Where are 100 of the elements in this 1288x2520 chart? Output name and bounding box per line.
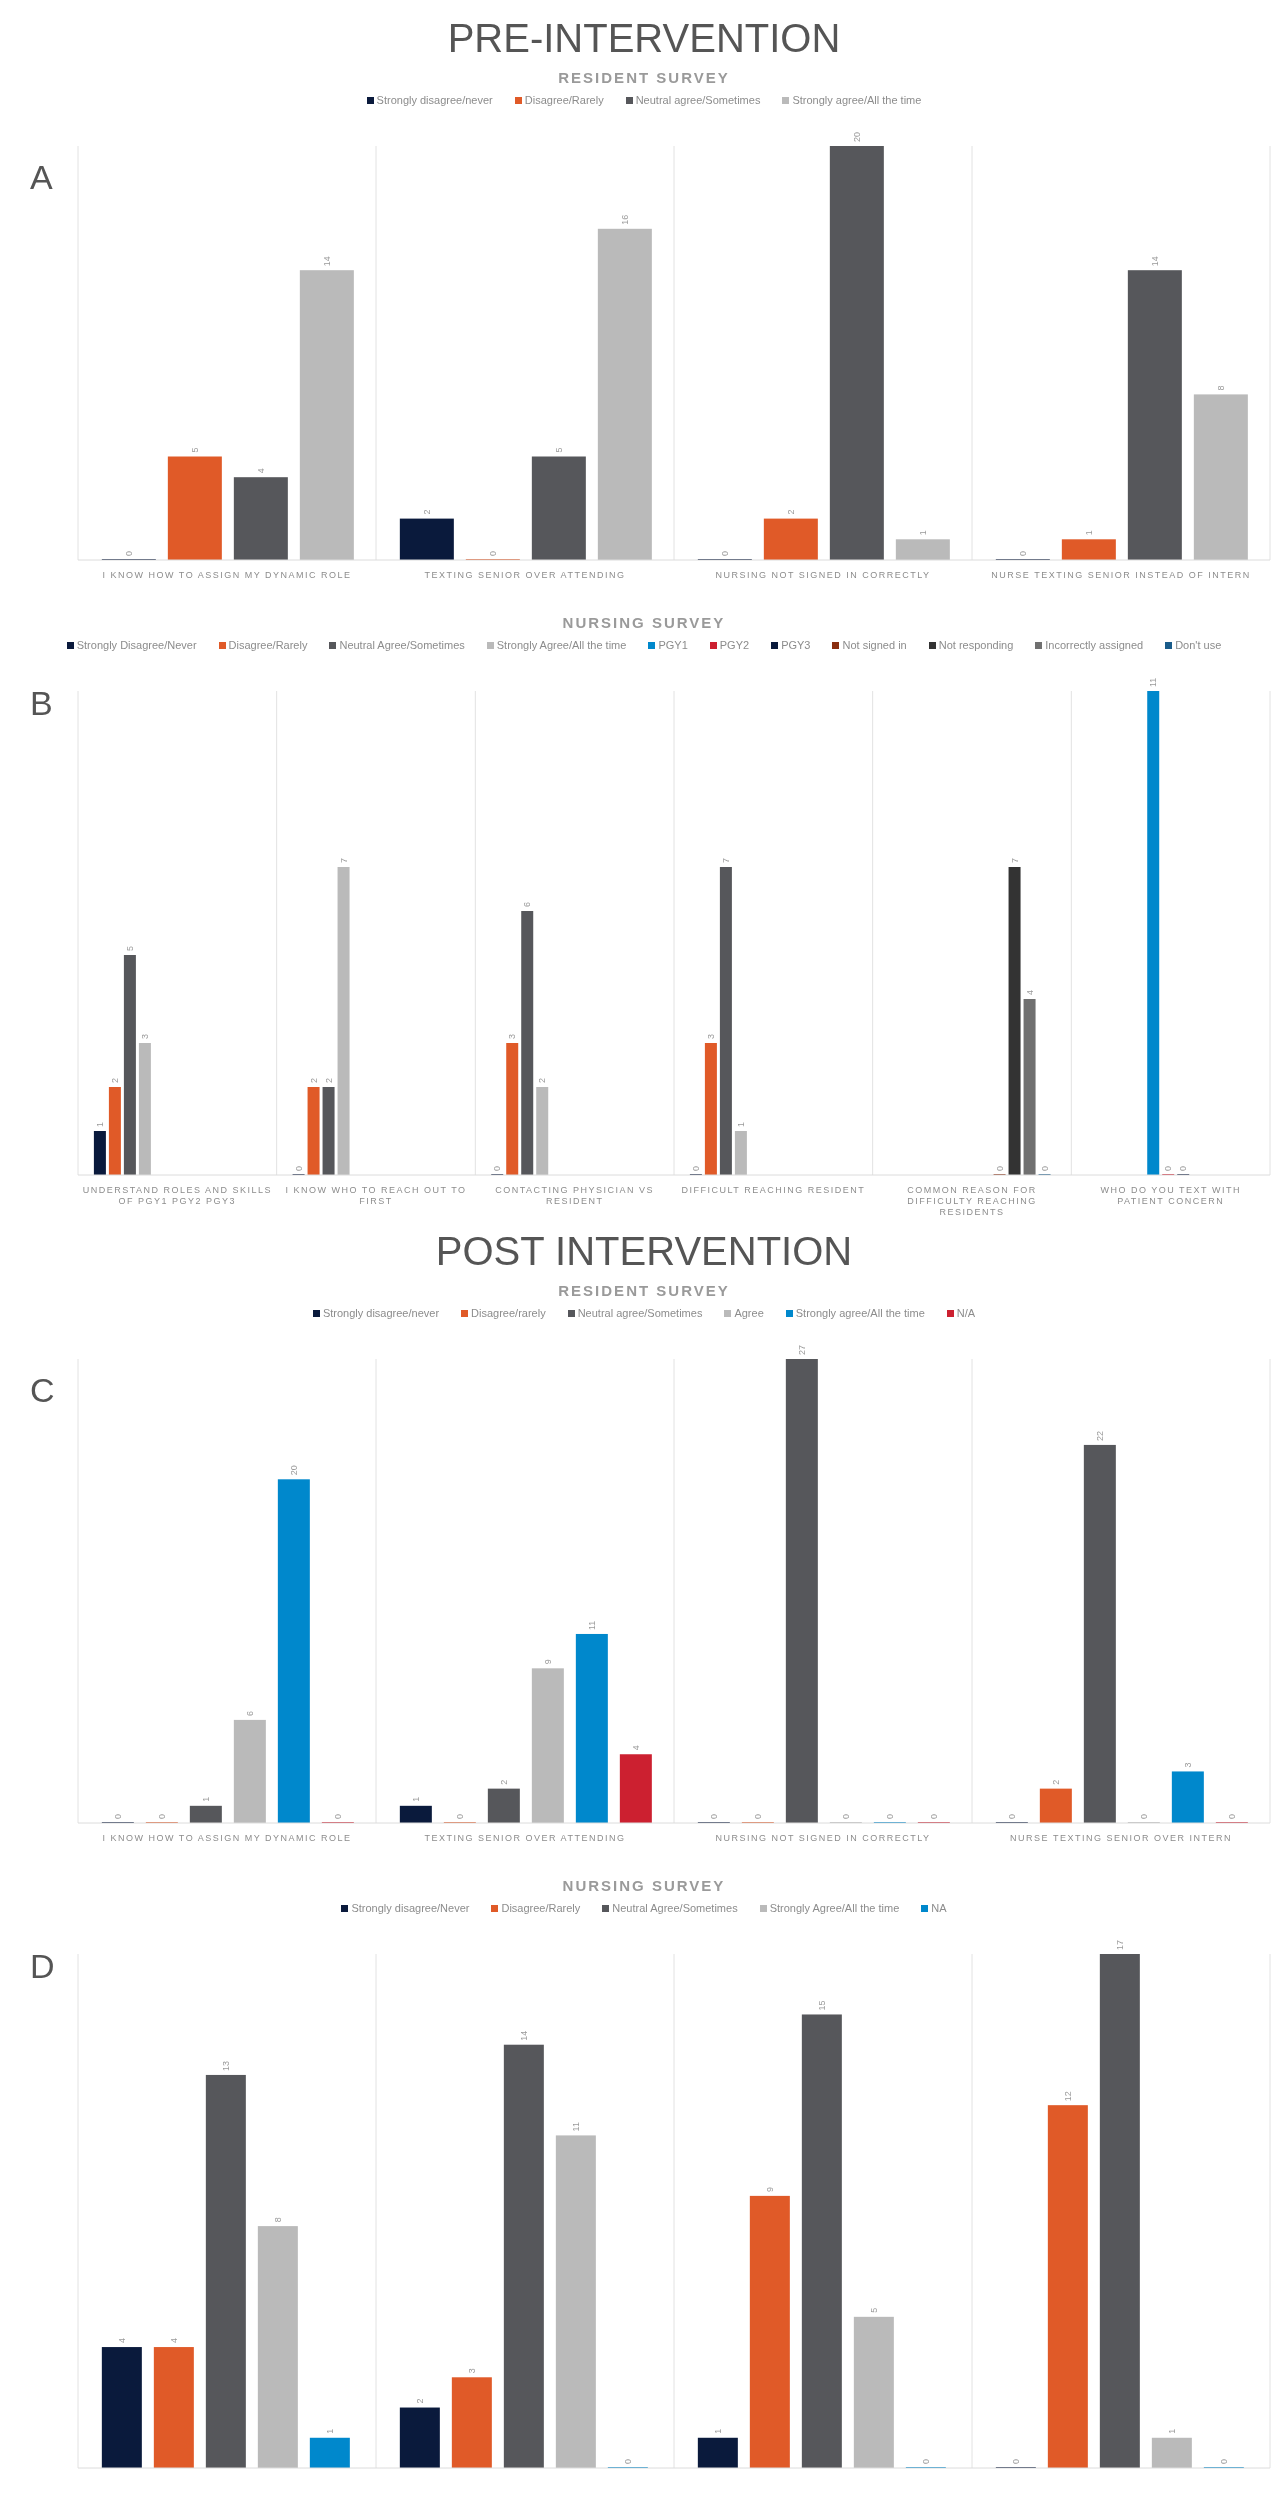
x-tick-label: I KNOW HOW TO ASSIGN MY DYNAMIC ROLE <box>102 570 352 580</box>
data-label: 1 <box>1166 2428 1177 2434</box>
data-label: 9 <box>764 2186 775 2192</box>
data-label: 0 <box>1010 2458 1021 2464</box>
data-label: 7 <box>720 857 731 863</box>
data-label: 2 <box>785 509 796 515</box>
data-label: 0 <box>156 1813 167 1819</box>
data-label: 1 <box>94 1121 105 1127</box>
data-label: 1 <box>735 1121 746 1127</box>
data-label: 2 <box>414 2398 425 2404</box>
data-label: 3 <box>507 1033 518 1039</box>
data-label: 1 <box>200 1796 211 1802</box>
x-tick-label: NURSING NOT SIGNED IN CORRECTLY <box>715 1833 931 1843</box>
chart-subtitle: RESIDENT SURVEY <box>557 69 731 86</box>
data-label: 1 <box>917 530 928 536</box>
data-label: 0 <box>920 2458 931 2464</box>
data-label: 0 <box>293 1165 304 1171</box>
data-label: 0 <box>708 1813 719 1819</box>
legend-label: Strongly disagree/Never <box>351 1902 470 1914</box>
data-label: 0 <box>1163 1165 1174 1171</box>
data-label: 5 <box>868 2307 879 2313</box>
legend-label: Strongly Agree/All the time <box>769 1902 900 1914</box>
data-label: 1 <box>1083 530 1094 536</box>
data-label: 0 <box>487 550 498 556</box>
data-label: 0 <box>840 1813 851 1819</box>
x-tick-label: I KNOW WHO TO REACH OUT TO FIRST <box>285 1185 467 1206</box>
x-tick-label: I KNOW HOW TO ASSIGN MY DYNAMIC ROLE <box>102 1833 352 1843</box>
data-label: 0 <box>884 1813 895 1819</box>
data-label: 2 <box>1050 1779 1061 1785</box>
data-label: 0 <box>994 1165 1005 1171</box>
x-tick-label: CONTACTING PHYSICIAN VS RESIDENT <box>495 1185 655 1206</box>
x-tick-label: NURSING NOT SIGNED IN CORRECTLY <box>715 570 931 580</box>
chart-subtitle: NURSING SURVEY <box>561 1877 727 1894</box>
legend-label: PGY3 <box>781 639 811 651</box>
data-label: 11 <box>586 1620 597 1630</box>
legend-label: Disagree/Rarely <box>228 639 308 651</box>
legend-label: Disagree/Rarely <box>501 1902 581 1914</box>
data-label: 0 <box>123 550 134 556</box>
legend-label: Not signed in <box>842 639 907 651</box>
data-label: 5 <box>553 447 564 453</box>
text: B <box>30 684 53 723</box>
legend-label: Neutral agree/Sometimes <box>635 94 761 106</box>
data-label: 3 <box>139 1033 150 1039</box>
data-label: 20 <box>851 131 862 142</box>
x-tick-label: COMMON REASON FOR DIFFICULTY REACHING RESIDENTS <box>907 1185 1037 1217</box>
data-label: 8 <box>272 2217 283 2223</box>
data-label: 4 <box>1024 989 1035 995</box>
x-tick-label: WHO DO YOU TEXT WITH PATIENT CONCERN <box>1100 1185 1241 1206</box>
legend-label: Strongly agree/All the time <box>792 94 922 106</box>
legend-label: Strongly agree/All the time <box>795 1307 925 1319</box>
data-label: 2 <box>498 1779 509 1785</box>
legend-label: Disagree/rarely <box>471 1307 546 1319</box>
data-label: 6 <box>522 901 533 907</box>
legend-label: Strongly disagree/never <box>376 94 493 106</box>
data-label: 1 <box>712 2428 723 2434</box>
data-label: 14 <box>321 256 332 267</box>
data-label: 0 <box>332 1813 343 1819</box>
data-label: 17 <box>1114 1939 1125 1950</box>
data-label: 0 <box>112 1813 123 1819</box>
data-label: 2 <box>109 1077 120 1083</box>
data-label: 5 <box>124 945 135 951</box>
legend-label: Don't use <box>1175 639 1222 651</box>
data-label: 16 <box>619 214 630 225</box>
data-label: 7 <box>338 857 349 863</box>
x-tick-label: TEXTING SENIOR OVER ATTENDING <box>424 570 626 580</box>
data-label: 1 <box>324 2428 335 2434</box>
data-label: 0 <box>1006 1813 1017 1819</box>
data-label: 2 <box>323 1077 334 1083</box>
legend-label: Neutral Agree/Sometimes <box>339 639 465 651</box>
data-label: 0 <box>1178 1165 1189 1171</box>
legend-label: Strongly disagree/never <box>322 1307 440 1319</box>
x-tick-label: NURSE TEXTING SENIOR INSTEAD OF INTERN <box>991 570 1251 580</box>
data-label: 3 <box>1182 1762 1193 1768</box>
x-tick-label: NURSE TEXTING SENIOR OVER INTERN <box>1010 1833 1232 1843</box>
legend-label: Not responding <box>938 639 1014 651</box>
text: D <box>30 1947 55 1986</box>
data-label: 15 <box>816 2000 827 2011</box>
data-label: 0 <box>1226 1813 1237 1819</box>
data-label: 1 <box>410 1796 421 1802</box>
legend-label: N/A <box>956 1307 976 1319</box>
data-label: 9 <box>542 1659 553 1665</box>
data-label: 11 <box>1148 677 1159 687</box>
data-label: 14 <box>1149 256 1160 267</box>
legend-label: Strongly Disagree/Never <box>76 639 197 651</box>
data-label: 22 <box>1094 1430 1105 1441</box>
data-label: 11 <box>570 2122 581 2132</box>
data-label: 0 <box>492 1165 503 1171</box>
data-label: 4 <box>168 2338 179 2344</box>
data-label: 0 <box>622 2458 633 2464</box>
data-label: 27 <box>796 1344 807 1355</box>
data-label: 0 <box>1017 550 1028 556</box>
data-label: 0 <box>719 550 730 556</box>
data-label: 3 <box>705 1033 716 1039</box>
legend-label: Incorrectly assigned <box>1045 639 1144 651</box>
data-label: 20 <box>288 1465 299 1476</box>
data-label: 5 <box>189 447 200 453</box>
x-tick-label: UNDERSTAND ROLES AND SKILLS OF PGY1 PGY2 PGY3 <box>82 1185 273 1206</box>
text: C <box>30 1371 55 1410</box>
legend-label: Neutral agree/Sometimes <box>577 1307 703 1319</box>
data-label: 0 <box>1039 1165 1050 1171</box>
